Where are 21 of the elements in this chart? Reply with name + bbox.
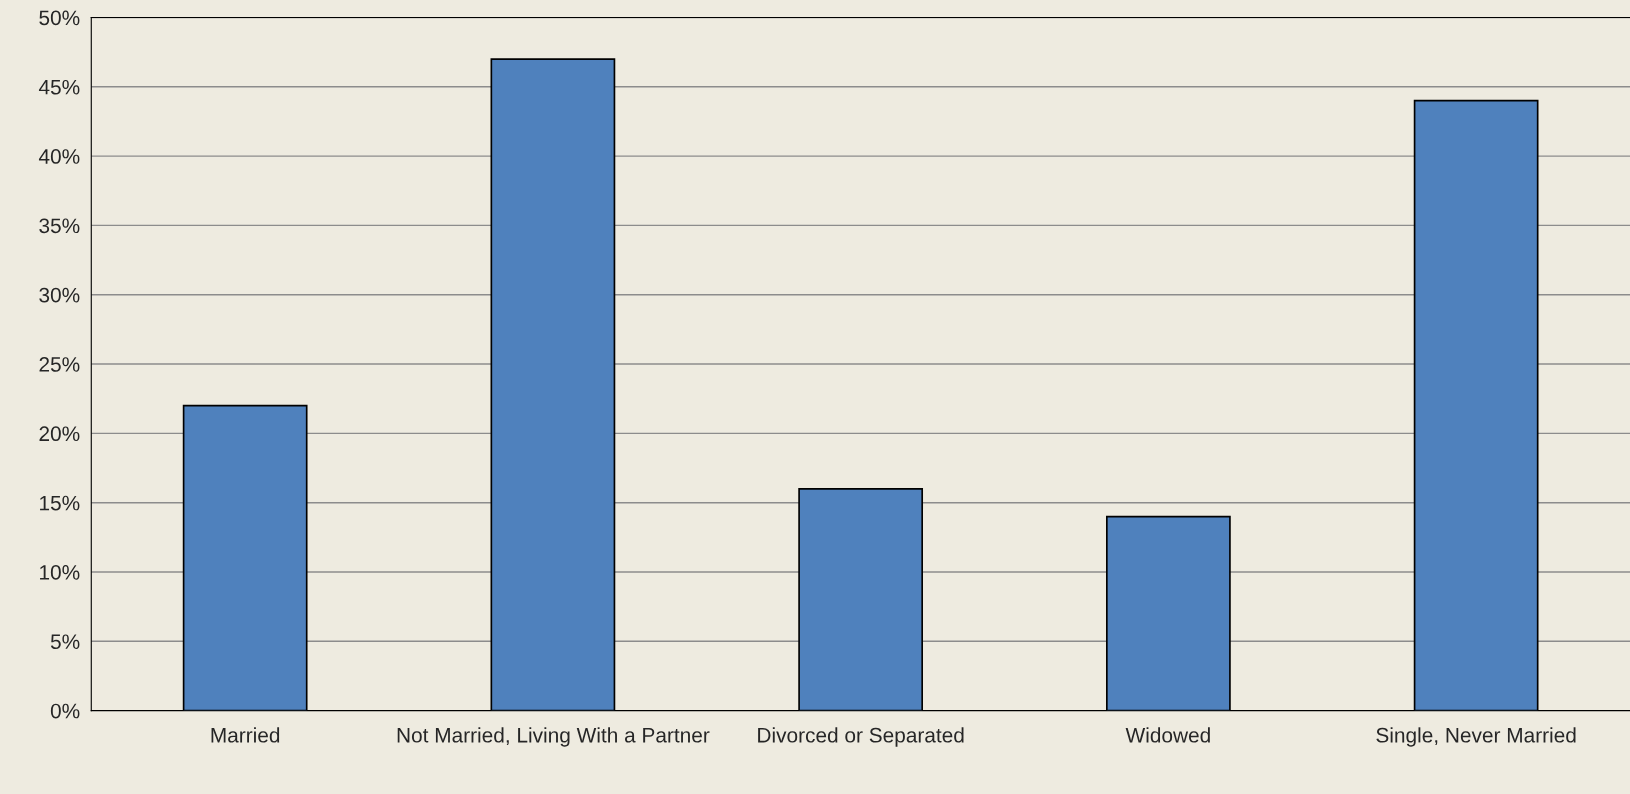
y-tick-label: 45% <box>38 79 80 95</box>
x-tick-label: Married <box>211 727 280 743</box>
y-tick-label: 0% <box>50 703 80 719</box>
y-tick-label: 40% <box>38 149 80 164</box>
x-tick-label: Divorced or Separated <box>758 727 964 747</box>
bar <box>182 404 308 711</box>
bar <box>1106 515 1231 711</box>
y-tick-label: 25% <box>39 357 80 372</box>
bar <box>798 487 924 711</box>
y-tick-label: 10% <box>40 565 80 580</box>
x-tick-label: Not Married, Living With a Partner <box>397 727 710 747</box>
y-tick-label: 50% <box>39 10 80 26</box>
y-tick-label: 35% <box>39 218 80 234</box>
x-tick-label: Widowed <box>1125 727 1210 743</box>
y-tick-label: 5% <box>50 634 80 650</box>
bar <box>490 58 616 711</box>
y-tick-label: 15% <box>40 495 80 511</box>
y-tick-label: 30% <box>39 287 80 303</box>
x-tick-label: Single, Never Married <box>1376 727 1576 747</box>
y-tick-label: 20% <box>39 426 80 442</box>
bar <box>1413 99 1539 711</box>
